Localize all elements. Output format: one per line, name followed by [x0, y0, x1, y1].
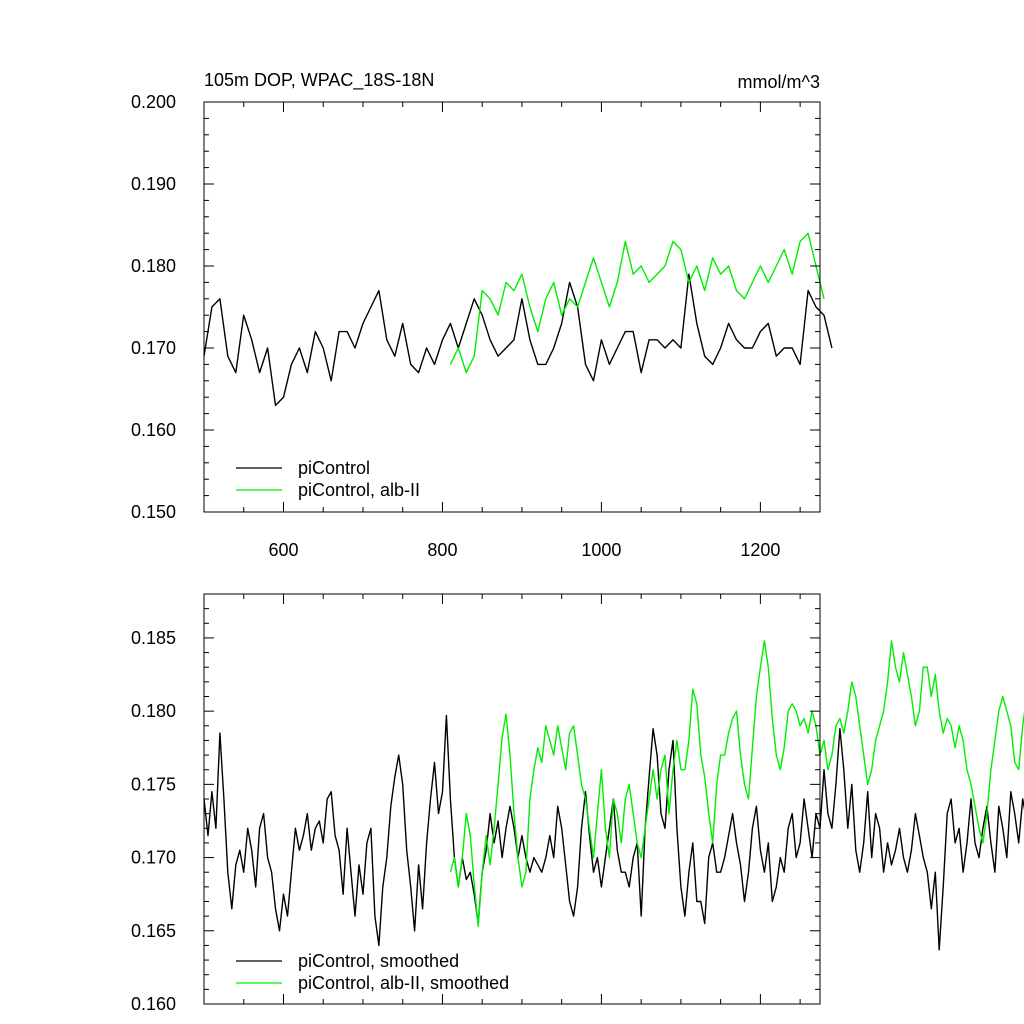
bottom-ytick-label: 0.175	[131, 774, 176, 794]
bottom-panel: 0.160 0.165 0.170 0.175 0.180 0.185 piControl…	[131, 593, 1024, 1014]
bottom-ytick-label: 0.160	[131, 994, 176, 1014]
top-ytick-label: 0.170	[131, 338, 176, 358]
bottom-legend-label-alb-ii-smoothed: piControl, alb-II, smoothed	[298, 973, 509, 993]
top-series-group	[203, 232, 833, 407]
top-ytick-label: 0.200	[131, 92, 176, 112]
top-chart-units: mmol/m^3	[738, 72, 820, 92]
bottom-ytick-label: 0.185	[131, 628, 176, 648]
top-xtick-label: 800	[427, 540, 457, 560]
bottom-legend-label-picontrol-smoothed: piControl, smoothed	[298, 951, 459, 971]
bottom-series-line-1	[449, 640, 1024, 928]
top-ytick-label: 0.150	[131, 502, 176, 522]
top-legend-label-alb-ii: piControl, alb-II	[298, 480, 420, 500]
bottom-ytick-label: 0.180	[131, 701, 176, 721]
top-ytick-label: 0.190	[131, 174, 176, 194]
top-series-line-0	[203, 273, 833, 407]
top-plot-frame	[203, 101, 821, 513]
top-xtick-label: 1200	[740, 540, 780, 560]
bottom-ytick-label: 0.165	[131, 921, 176, 941]
top-ytick-label: 0.180	[131, 256, 176, 276]
top-panel: 105m DOP, WPAC_18S-18N mmol/m^3 0.1500.1…	[131, 70, 833, 560]
top-chart-title: 105m DOP, WPAC_18S-18N	[204, 70, 434, 91]
top-series-line-1	[449, 232, 825, 374]
bottom-plot-frame	[203, 593, 821, 1005]
top-legend-label-picontrol: piControl	[298, 458, 370, 478]
bottom-legend: piControl, smoothed piControl, alb-II, s…	[236, 951, 509, 993]
top-ytick-label: 0.160	[131, 420, 176, 440]
bottom-ticks-group: 0.160 0.165 0.170 0.175 0.180 0.185	[131, 593, 820, 1014]
top-legend: piControl piControl, alb-II	[236, 458, 420, 500]
top-xtick-label: 1000	[581, 540, 621, 560]
top-ticks-group: 0.150 0.160 0.170 0.180 0.190 0.200 600 800 1000…	[131, 92, 820, 560]
top-xtick-label: 600	[268, 540, 298, 560]
bottom-ytick-label: 0.170	[131, 848, 176, 868]
bottom-series-line-0	[203, 714, 1024, 951]
bottom-series-group	[203, 640, 1024, 951]
